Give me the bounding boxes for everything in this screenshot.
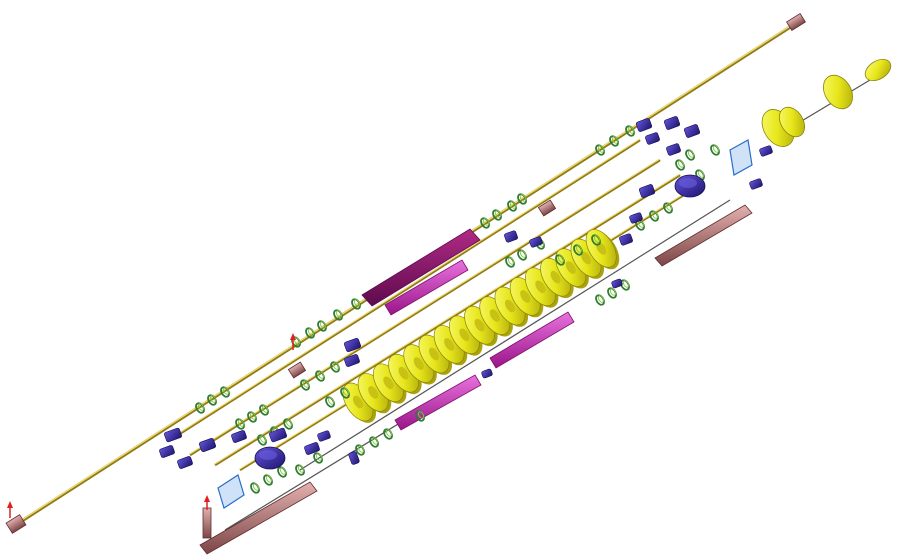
dipole-block <box>619 233 633 246</box>
dipole-block <box>749 178 763 190</box>
quad-ring-highlight <box>519 194 527 202</box>
bending-dipole-highlight <box>259 450 277 460</box>
quad-ring-highlight <box>575 245 583 253</box>
quad-ring-highlight <box>319 321 327 329</box>
quad-ring-highlight <box>687 150 695 158</box>
quad-ring-highlight <box>285 419 293 427</box>
quad-ring-highlight <box>327 397 335 405</box>
dipole-block <box>759 145 773 157</box>
bending-dipole-highlight <box>679 178 697 188</box>
dipole-block <box>164 427 182 443</box>
quad-ring-highlight <box>315 453 323 461</box>
dipole-block <box>159 445 175 458</box>
quad-ring-highlight <box>677 160 685 168</box>
cavity-iris <box>459 328 470 342</box>
quad-ring-highlight <box>197 403 205 411</box>
quad-ring-highlight <box>307 328 315 336</box>
quad-ring-highlight <box>222 387 230 395</box>
dipole-block <box>629 212 643 224</box>
dipole-block <box>683 124 701 138</box>
quad-ring-highlight <box>209 395 217 403</box>
dipole-block <box>344 337 361 353</box>
quad-ring-highlight <box>507 257 515 265</box>
quad-ring-highlight <box>353 299 361 307</box>
cavity-iris <box>520 290 531 303</box>
location-markers <box>7 333 296 518</box>
cavity-iris <box>413 357 424 370</box>
quad-ring-highlight <box>593 235 601 243</box>
dipole-block <box>348 451 360 465</box>
quad-ring-highlight <box>519 250 527 258</box>
electron-gun-injectors <box>5 12 806 555</box>
cavity-iris <box>352 395 364 409</box>
dipole-magnets <box>159 116 773 470</box>
quad-ring-highlight <box>302 380 310 388</box>
quad-ring-highlight <box>494 210 502 218</box>
quad-ring-highlight <box>712 145 720 153</box>
quad-ring-highlight <box>557 255 565 263</box>
quad-ring-highlight <box>651 211 659 219</box>
quad-ring-highlight <box>597 145 605 153</box>
quad-ring-highlight <box>385 429 393 437</box>
dipole-block <box>344 354 360 367</box>
quad-ring-highlight <box>317 371 325 379</box>
accelerating-cavities <box>342 229 620 423</box>
cavity-iris <box>428 347 440 361</box>
quad-ring-highlight <box>259 435 267 443</box>
dipole-block <box>481 368 493 379</box>
dipole-block <box>231 430 247 443</box>
quad-ring-highlight <box>252 483 260 491</box>
quad-ring-highlight <box>509 201 517 209</box>
quad-ring-highlight <box>371 437 379 445</box>
quad-ring-highlight <box>342 388 350 396</box>
dipole-block <box>504 230 518 243</box>
quad-ring-highlight <box>297 465 305 473</box>
quad-ring-highlight <box>611 136 619 144</box>
cavity-iris <box>504 299 516 313</box>
upper-right-cavities <box>761 58 892 147</box>
quad-ring-highlight <box>279 467 287 475</box>
dipole-block <box>177 456 193 469</box>
quad-ring-highlight <box>609 288 617 296</box>
dipole-block <box>666 143 681 156</box>
quad-ring-highlight <box>417 411 425 419</box>
dipole-block <box>638 184 656 198</box>
cavity-iris <box>535 280 546 294</box>
cavity-iris <box>489 309 500 322</box>
beam-dumps <box>217 139 753 509</box>
cavity-iris <box>444 338 455 351</box>
cavity-iris <box>580 251 592 265</box>
cavity-iris <box>398 366 409 380</box>
quad-ring-highlight <box>482 218 490 226</box>
quad-ring-highlight <box>249 412 257 420</box>
quad-ring-highlight <box>237 419 245 427</box>
quad-ring-highlight <box>627 126 635 134</box>
quad-ring-highlight <box>335 310 343 318</box>
cavity-iris <box>474 318 485 332</box>
quad-ring-highlight <box>665 203 673 211</box>
quad-ring-highlight <box>261 405 269 413</box>
cavity-iris <box>383 376 394 390</box>
quad-ring-highlight <box>597 295 605 303</box>
quad-ring-highlight <box>265 475 273 483</box>
quadrupole-rings <box>195 125 720 494</box>
quad-ring-highlight <box>697 170 705 178</box>
quad-ring-highlight <box>622 280 630 288</box>
dipole-block <box>645 132 660 145</box>
dipole-block <box>199 437 216 453</box>
dipole-block <box>611 278 623 289</box>
cavity-iris <box>565 261 576 274</box>
dipole-block <box>635 118 653 132</box>
quad-ring-highlight <box>332 362 340 370</box>
dipole-block <box>269 427 287 443</box>
dipole-block <box>663 116 681 130</box>
dipole-block <box>304 442 320 455</box>
cavity-iris <box>550 270 561 284</box>
dipole-block <box>529 236 543 248</box>
quad-ring-highlight <box>357 445 365 453</box>
cavity-iris <box>368 386 379 399</box>
dipole-block <box>317 430 331 442</box>
